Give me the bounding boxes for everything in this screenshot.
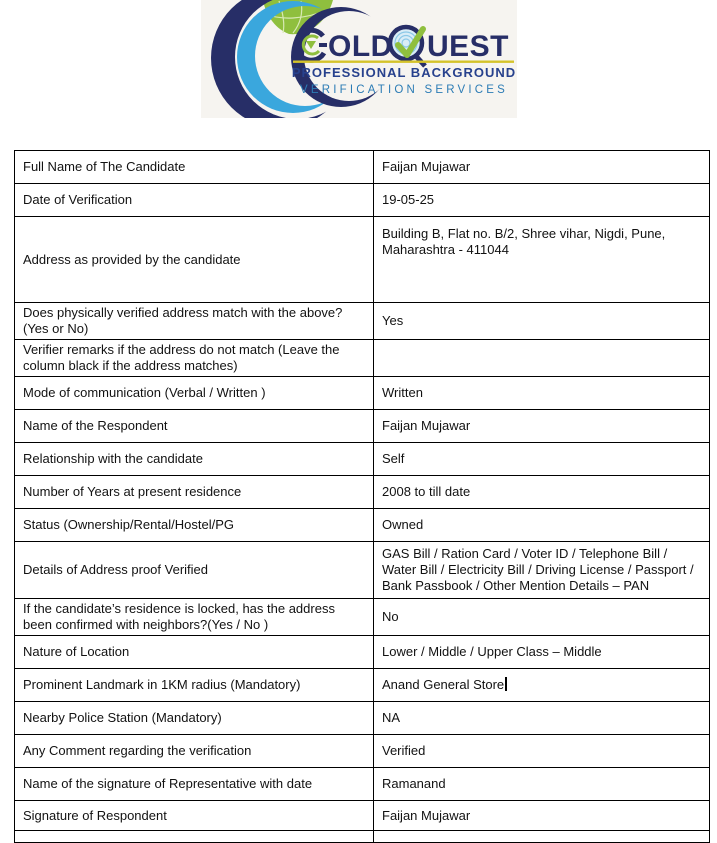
field-value[interactable]: Building B, Flat no. B/2, Shree vihar, N…: [373, 216, 710, 303]
table-row: Number of Years at present residence 2008…: [14, 475, 710, 509]
field-label: Verifier remarks if the address do not m…: [14, 339, 374, 377]
field-label: Number of Years at present residence: [14, 475, 374, 509]
table-row: Does physically verified address match w…: [14, 302, 710, 340]
table-row: Address as provided by the candidate Buil…: [14, 216, 710, 303]
logo-q-mark: [387, 24, 427, 68]
field-label: Signature of Respondent: [14, 800, 374, 831]
field-label: Mode of communication (Verbal / Written …: [14, 376, 374, 410]
field-value[interactable]: Yes: [373, 302, 710, 340]
table-row: Nature of Location Lower / Middle / Upper…: [14, 635, 710, 669]
field-value[interactable]: Ramanand: [373, 767, 710, 801]
field-value[interactable]: Written: [373, 376, 710, 410]
field-value[interactable]: 19-05-25: [373, 183, 710, 217]
field-value[interactable]: Faijan Mujawar: [373, 150, 710, 184]
field-value[interactable]: Verified: [373, 734, 710, 768]
table-row: Verifier remarks if the address do not m…: [14, 339, 710, 377]
field-value[interactable]: [373, 339, 710, 377]
field-label: Full Name of The Candidate: [14, 150, 374, 184]
logo-title-uest: UEST: [427, 30, 509, 63]
inner-crescent: [200, 0, 517, 118]
goldquest-logo-graphic: OLD UEST PROFESSIONAL BACKGROUND VERIFIC…: [200, 0, 517, 118]
verification-table: Full Name of The Candidate Faijan Mujawar…: [14, 150, 710, 843]
field-label: Relationship with the candidate: [14, 442, 374, 476]
text-cursor: [505, 677, 507, 691]
table-row: Name of the signature of Representative …: [14, 767, 710, 801]
table-row: Status (Ownership/Rental/Hostel/PG Owned: [14, 508, 710, 542]
table-row: If the candidate’s residence is locked, …: [14, 598, 710, 636]
field-value[interactable]: NA: [373, 701, 710, 735]
field-label: Details of Address proof Verified: [14, 541, 374, 599]
table-row: Nearby Police Station (Mandatory) NA: [14, 701, 710, 735]
field-value[interactable]: Faijan Mujawar: [373, 800, 710, 831]
field-value[interactable]: Faijan Mujawar: [373, 409, 710, 443]
table-row: Signature of Respondent Faijan Mujawar: [14, 800, 710, 831]
field-label: Does physically verified address match w…: [14, 302, 374, 340]
field-label: Name of the Respondent: [14, 409, 374, 443]
table-row: Relationship with the candidate Self: [14, 442, 710, 476]
field-value[interactable]: Anand General Store: [373, 668, 710, 702]
field-value[interactable]: GAS Bill / Ration Card / Voter ID / Tele…: [373, 541, 710, 599]
field-label: Nearby Police Station (Mandatory): [14, 701, 374, 735]
goldquest-logo: OLD UEST PROFESSIONAL BACKGROUND VERIFIC…: [200, 0, 517, 118]
field-value[interactable]: Owned: [373, 508, 710, 542]
field-label: [14, 830, 374, 843]
field-value[interactable]: No: [373, 598, 710, 636]
field-value[interactable]: Lower / Middle / Upper Class – Middle: [373, 635, 710, 669]
table-row: Any Comment regarding the verification Ve…: [14, 734, 710, 768]
field-value[interactable]: 2008 to till date: [373, 475, 710, 509]
logo-underline: [292, 60, 514, 63]
table-row-partial: [14, 830, 710, 843]
field-value[interactable]: [373, 830, 710, 843]
field-label: If the candidate’s residence is locked, …: [14, 598, 374, 636]
logo-subtitle-2: VERIFICATION SERVICES: [300, 84, 508, 96]
table-row: Date of Verification 19-05-25: [14, 183, 710, 217]
field-label: Status (Ownership/Rental/Hostel/PG: [14, 508, 374, 542]
logo-g-mark: [293, 27, 327, 63]
logo-title-old: OLD: [328, 30, 393, 63]
table-row: Name of the Respondent Faijan Mujawar: [14, 409, 710, 443]
table-row: Mode of communication (Verbal / Written …: [14, 376, 710, 410]
table-row: Full Name of The Candidate Faijan Mujawar: [14, 150, 710, 184]
field-value[interactable]: Self: [373, 442, 710, 476]
field-label: Name of the signature of Representative …: [14, 767, 374, 801]
field-label: Date of Verification: [14, 183, 374, 217]
logo-subtitle-1: PROFESSIONAL BACKGROUND: [291, 65, 515, 80]
table-row: Prominent Landmark in 1KM radius (Mandat…: [14, 668, 710, 702]
table-row: Details of Address proof Verified GAS Bil…: [14, 541, 710, 599]
field-label: Address as provided by the candidate: [14, 216, 374, 303]
field-label: Prominent Landmark in 1KM radius (Mandat…: [14, 668, 374, 702]
field-label: Nature of Location: [14, 635, 374, 669]
field-label: Any Comment regarding the verification: [14, 734, 374, 768]
